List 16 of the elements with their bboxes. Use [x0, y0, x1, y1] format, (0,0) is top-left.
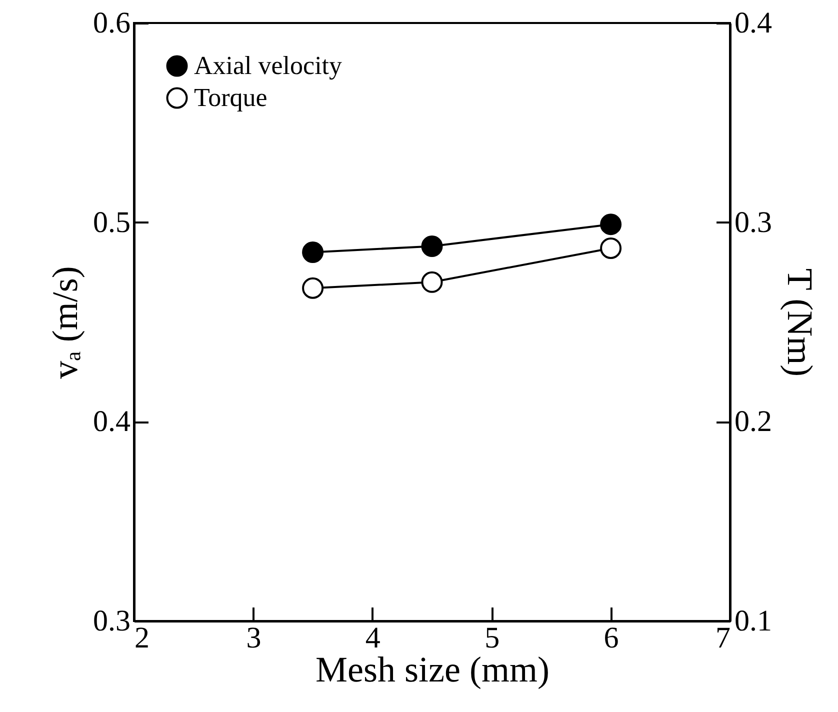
y2-tick-label: 0.1 — [734, 604, 772, 638]
y2-tick-label: 0.3 — [734, 206, 772, 239]
y2-tick-label: 0.4 — [734, 6, 772, 40]
legend-label: Axial velocity — [194, 51, 342, 80]
y-tick-label: 0.4 — [93, 405, 130, 438]
y-tick-label: 0.3 — [93, 604, 130, 638]
y2-tick-label: 0.2 — [734, 405, 772, 438]
y-axis-title: vₐ (m/s) — [45, 266, 85, 379]
x-tick-label: 6 — [604, 622, 619, 654]
x-tick-label: 7 — [716, 622, 730, 654]
x-tick-label: 3 — [246, 622, 262, 654]
legend-label: Torque — [194, 83, 268, 112]
x-tick-label: 2 — [134, 622, 150, 654]
y-tick-label: 0.6 — [93, 6, 130, 40]
y2-axis-title: T (Nm) — [780, 268, 820, 377]
y-tick-label: 0.5 — [93, 206, 130, 239]
